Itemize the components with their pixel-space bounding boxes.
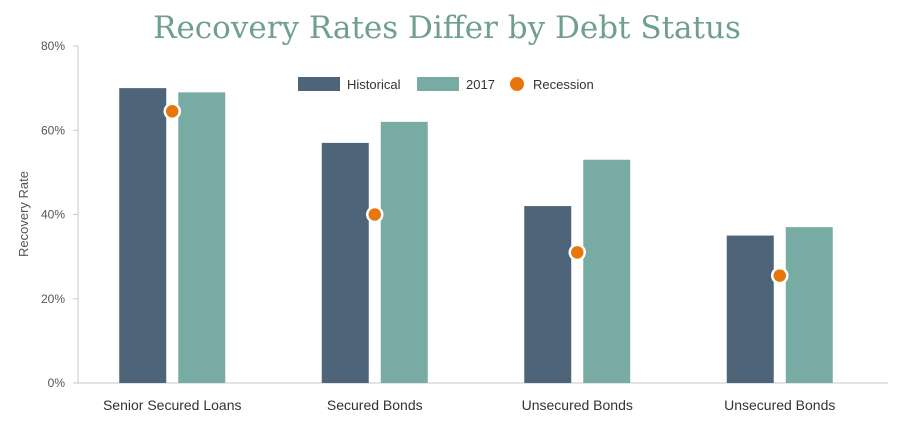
- bar-2017: [785, 227, 833, 383]
- recession-point: [163, 102, 181, 121]
- y-axis: 0% 20% 40% 60% 80%: [41, 39, 79, 390]
- recession-markers: [163, 102, 789, 285]
- x-category-label: Unsecured Bonds: [522, 397, 633, 413]
- y-tick-label: 40%: [41, 208, 65, 222]
- legend-swatch: [417, 77, 459, 91]
- y-axis-title: Recovery Rate: [16, 171, 31, 257]
- x-category-label: Senior Secured Loans: [103, 397, 242, 413]
- legend-label: 2017: [466, 77, 495, 92]
- recession-point: [366, 205, 384, 224]
- x-category-label: Secured Bonds: [327, 397, 423, 413]
- bar-historical: [321, 142, 369, 383]
- x-category-label: Unsecured Bonds: [724, 397, 835, 413]
- x-axis: Senior Secured Loans Secured Bonds Unsecur…: [78, 382, 888, 413]
- y-tick-label: 20%: [41, 292, 65, 306]
- chart-title: Recovery Rates Differ by Debt Status: [153, 10, 741, 46]
- y-tick-label: 80%: [41, 39, 65, 53]
- y-tick-label: 0%: [48, 376, 66, 390]
- legend: Historical 2017 Recession: [298, 77, 594, 92]
- bar-2017: [380, 121, 428, 383]
- bar-historical: [119, 88, 167, 383]
- bar-historical: [524, 206, 572, 383]
- bar-2017: [178, 92, 226, 384]
- bars: [119, 88, 833, 384]
- bar-historical: [726, 235, 774, 383]
- legend-swatch: [298, 77, 340, 91]
- recession-point: [568, 243, 586, 262]
- bar-2017: [583, 159, 631, 383]
- recession-point: [771, 266, 789, 285]
- legend-marker: [510, 77, 524, 91]
- y-tick-label: 60%: [41, 123, 65, 137]
- legend-label: Recession: [533, 77, 594, 92]
- legend-label: Historical: [347, 77, 401, 92]
